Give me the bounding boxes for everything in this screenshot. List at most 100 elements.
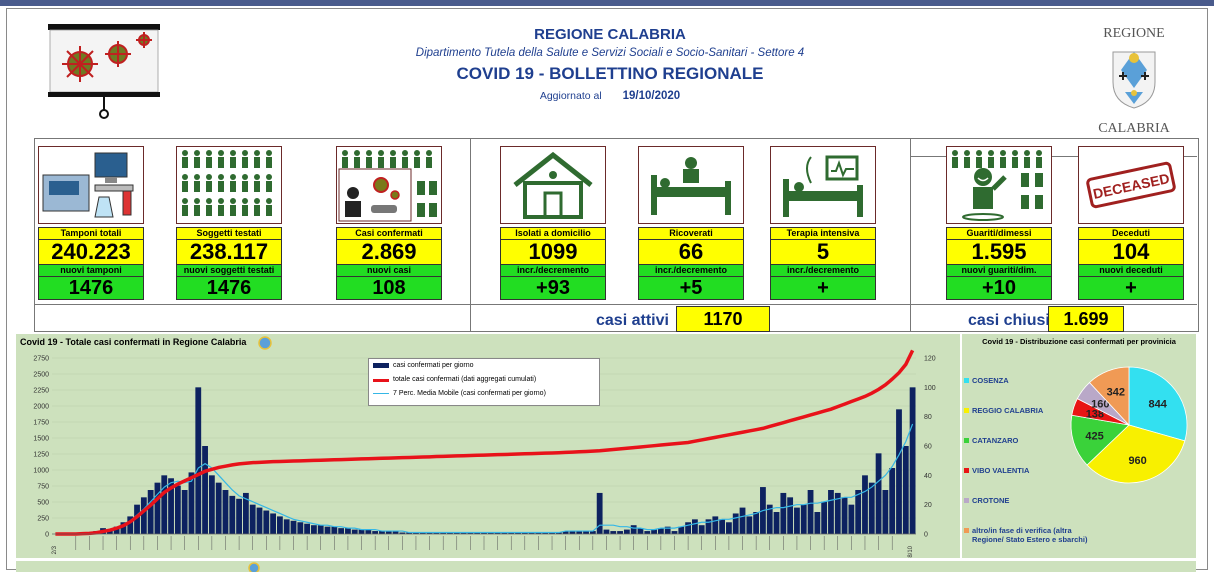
daily-bar [705, 519, 712, 534]
daily-bar [460, 532, 467, 534]
daily-bar [562, 531, 569, 534]
pie-legend-item: COSENZA [964, 376, 1092, 406]
card-sub-value: 1476 [176, 277, 282, 300]
daily-bar [154, 482, 161, 534]
x-tick: 18/10 [908, 545, 914, 558]
daily-bar [447, 532, 453, 534]
confirmed-case-icon [338, 150, 437, 222]
y-right-tick: 100 [924, 385, 936, 392]
updated-date: 19/10/2020 [622, 90, 681, 102]
card-label: Deceduti [1078, 227, 1184, 240]
y-left-tick: 2000 [33, 404, 49, 411]
card-label: Ricoverati [638, 227, 744, 240]
daily-bar [297, 522, 304, 534]
daily-bar [589, 531, 596, 534]
daily-bar [426, 532, 433, 534]
legend-item: casi confermati per giorno [369, 359, 599, 373]
cases-chart: 0250500750100012501500175020002250250027… [33, 349, 936, 558]
daily-bar [766, 504, 773, 534]
card-value: 238.117 [176, 240, 282, 264]
daily-bar [909, 387, 916, 534]
card-sub-label: nuovi guariti/dim. [946, 264, 1052, 277]
pie-legend-item: CROTONE [964, 496, 1092, 526]
daily-bar [691, 519, 698, 534]
divider [470, 138, 471, 332]
cases-chart-panel: Covid 19 - Totale casi confermati in Reg… [16, 334, 960, 558]
pie-slice-label: 960 [1128, 455, 1146, 467]
y-right-tick: 120 [924, 356, 936, 363]
daily-bar [698, 525, 705, 534]
daily-bar [841, 497, 848, 534]
daily-bar [651, 529, 657, 534]
card-terapia-intensiva: Terapia intensiva 5 incr./decremento + [770, 146, 876, 300]
daily-bar [868, 482, 875, 534]
y-right-tick: 40 [924, 473, 932, 480]
daily-bar [746, 516, 753, 534]
y-right-tick: 80 [924, 414, 932, 421]
daily-bar [515, 532, 521, 534]
card-soggetti: Soggetti testati 238.117 nuovi soggetti … [176, 146, 282, 300]
daily-bar [127, 516, 134, 534]
updated-label: Aggiornato al [539, 90, 602, 102]
daily-bar [501, 532, 508, 534]
stats-panel [34, 138, 1199, 332]
pie-legend-item: REGGIO CALABRIA [964, 406, 1092, 436]
pie-legend-item: VIBO VALENTIA [964, 466, 1092, 496]
daily-bar [467, 532, 474, 534]
daily-bar [277, 516, 283, 534]
daily-bar [399, 532, 406, 534]
card-sub-value: +10 [946, 277, 1052, 300]
daily-bar [263, 510, 270, 534]
card-label: Soggetti testati [176, 227, 282, 240]
daily-bar [807, 490, 814, 534]
daily-bar [140, 497, 147, 534]
bulletin-title: COVID 19 - BOLLETTINO REGIONALE [456, 64, 764, 83]
card-sub-value: + [1078, 277, 1184, 300]
card-sub-label: nuovi soggetti testati [176, 264, 282, 277]
daily-bar [351, 529, 358, 534]
card-sub-value: 108 [336, 277, 442, 300]
daily-bar [202, 446, 208, 534]
logo-top-text: REGIONE [1103, 26, 1165, 41]
daily-bar [739, 507, 746, 534]
y-right-tick: 60 [924, 444, 932, 451]
y-left-tick: 500 [37, 500, 49, 507]
hospital-bed-icon [651, 157, 731, 215]
y-left-tick: 1500 [33, 436, 49, 443]
y-left-tick: 2250 [33, 388, 49, 395]
daily-bar [800, 504, 807, 534]
daily-bar [358, 529, 365, 534]
card-sub-value: +93 [500, 277, 606, 300]
card-isolati: Isolati a domicilio 1099 incr./decrement… [500, 146, 606, 300]
daily-bar [596, 492, 603, 534]
daily-bar [392, 531, 399, 534]
daily-bar [338, 528, 345, 534]
updated-line: Aggiornato al 19/10/2020 [380, 90, 840, 102]
pie-slice-label: 425 [1085, 430, 1103, 442]
pie-slice-label: 138 [1086, 409, 1104, 421]
pie-slice [1128, 366, 1188, 442]
daily-bar [630, 525, 637, 534]
daily-bar [685, 522, 691, 534]
card-sub-value: + [770, 277, 876, 300]
card-sub-label: incr./decremento [500, 264, 606, 277]
y-left-tick: 0 [45, 532, 49, 539]
card-casi-confermati: Casi confermati 2.869 nuovi casi 108 [336, 146, 442, 300]
daily-bar [719, 519, 726, 534]
divider [910, 138, 911, 332]
active-cases-value: 1170 [676, 306, 770, 332]
card-label: Tamponi totali [38, 227, 144, 240]
house-icon [513, 151, 593, 219]
closed-cases-label: casi chiusi [968, 312, 1050, 329]
daily-bar [508, 532, 515, 534]
y-left-tick: 1250 [33, 452, 49, 459]
card-sub-value: 1476 [38, 277, 144, 300]
daily-bar [494, 532, 501, 534]
daily-bar [249, 504, 256, 534]
daily-bar [773, 512, 780, 534]
pie-slice [1070, 414, 1130, 466]
daily-bar [372, 531, 379, 534]
daily-bar [549, 532, 555, 534]
pie-title: Covid 19 - Distribuzione casi confermati… [982, 337, 1176, 346]
